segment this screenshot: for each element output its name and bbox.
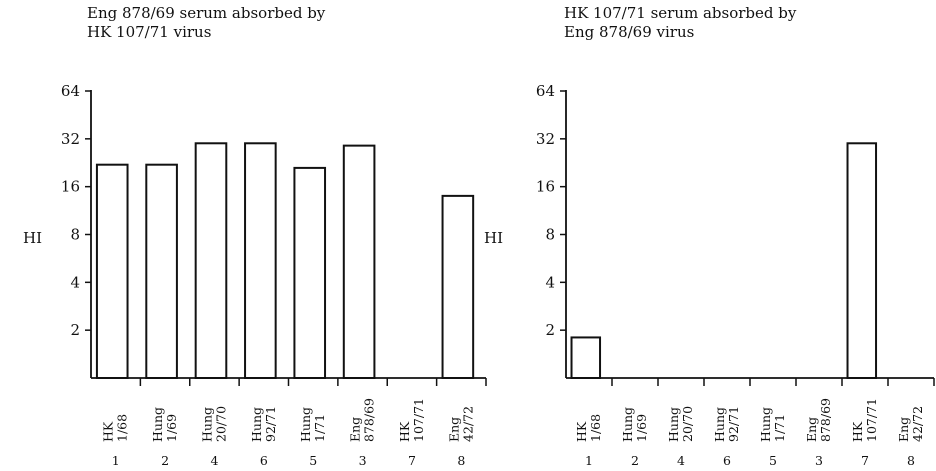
left-chart-category-label-line-1: Hung [249, 407, 264, 442]
right-chart-category-label-line-1: Hung [712, 407, 727, 442]
left-chart-category-label-line-1: Eng [446, 417, 461, 442]
left-chart-bar [95, 163, 129, 379]
left-chart-category-number: 7 [408, 453, 416, 468]
left-chart-category-number: 5 [309, 453, 317, 468]
left-chart-bar [342, 144, 376, 379]
right-chart-category-number: 3 [815, 453, 823, 468]
left-chart-category-label-line-1: Hung [150, 407, 165, 442]
left-chart-title-line-2: HK 107/71 virus [87, 23, 211, 41]
right-chart-category-number: 2 [631, 453, 639, 468]
left-chart-y-tick-label: 32 [61, 130, 80, 148]
right-chart-category-label-line-2: 1/69 [634, 414, 649, 442]
right-chart-category-label-line-2: 20/70 [680, 406, 695, 442]
left-chart-category-number: 4 [210, 453, 218, 468]
left-chart-category-label-line-2: 1/68 [115, 414, 130, 442]
left-chart-category-label-line-2: 1/71 [312, 414, 327, 442]
right-chart-category-label: HK 107/71 [850, 398, 879, 442]
left-chart-category-label-line-2: 1/69 [164, 414, 179, 442]
right-chart-bar [846, 142, 878, 379]
left-chart-category-label-line-2: 107/71 [411, 398, 426, 442]
left-chart-y-tick-label: 4 [70, 273, 80, 291]
right-chart-title-line-2: Eng 878/69 virus [564, 23, 694, 41]
right-chart-category-label-line-2: 878/69 [818, 398, 833, 442]
left-chart-bar [244, 142, 277, 379]
left-chart-category-label-line-2: 42/72 [460, 406, 475, 442]
right-chart-category-label-line-2: 107/71 [864, 398, 879, 442]
right-chart-category-label: Hung 1/69 [620, 407, 649, 442]
right-chart-y-tick-label: 4 [545, 273, 555, 291]
left-chart-bar [145, 163, 178, 379]
left-chart-category-number: 2 [161, 453, 169, 468]
left-chart-y-tick-label: 8 [70, 226, 80, 244]
right-chart-category-label-line-1: Hung [666, 407, 681, 442]
right-chart-category-label-line-2: 1/68 [588, 414, 603, 442]
left-chart-category-number: 1 [112, 453, 120, 468]
right-chart-category-number: 5 [769, 453, 777, 468]
left-chart-category-number: 8 [457, 453, 465, 468]
left-chart-y-tick-label: 64 [61, 82, 80, 100]
right-chart-category-label-line-1: Hung [758, 407, 773, 442]
left-chart-category-label: HK 107/71 [397, 398, 426, 442]
left-chart-bar [293, 166, 327, 379]
right-chart-y-axis-label: HI [484, 229, 503, 247]
left-chart-title-line-1: Eng 878/69 serum absorbed by [87, 4, 326, 22]
right-chart-panel: HK 107/71 serum absorbed by Eng 878/69 v… [484, 4, 935, 468]
right-chart-y-tick-label: 32 [536, 130, 555, 148]
right-chart-category-number: 4 [677, 453, 685, 468]
right-chart-category-label: Hung 1/71 [758, 407, 787, 442]
left-chart-category-label: Hung 92/71 [249, 406, 278, 442]
right-chart-y-tick-label: 8 [545, 226, 555, 244]
right-chart-category-label-line-1: Eng [896, 417, 911, 442]
right-chart-category-label-line-2: 92/71 [726, 406, 741, 442]
left-chart-category-label: Eng 878/69 [348, 398, 377, 442]
right-chart-y-tick-label: 64 [536, 82, 555, 100]
left-chart-category-label-line-1: Hung [199, 407, 214, 442]
left-chart-category-label-line-1: HK [397, 421, 412, 442]
right-chart-y-tick-label: 2 [545, 321, 555, 339]
right-chart-category-label: Eng 42/72 [896, 406, 925, 442]
right-chart-category-label: Eng 878/69 [804, 398, 833, 442]
left-chart-panel: Eng 878/69 serum absorbed by HK 107/71 v… [23, 4, 487, 468]
left-chart-bar [194, 142, 228, 379]
left-chart-category-label-line-1: Hung [298, 407, 313, 442]
right-chart-category-label: Hung 20/70 [666, 406, 695, 442]
left-chart-category-label-line-1: Eng [348, 417, 363, 442]
right-chart-category-label-line-1: HK [574, 421, 589, 442]
right-chart-category-label: HK 1/68 [574, 414, 603, 442]
right-chart-category-label-line-1: Hung [620, 407, 635, 442]
right-chart-category-number: 8 [907, 453, 915, 468]
right-chart-bar [570, 336, 602, 379]
left-chart-category-label-line-1: HK [101, 421, 116, 442]
right-chart-category-label: Hung 92/71 [712, 406, 741, 442]
right-chart-y-tick-label: 16 [536, 178, 555, 196]
left-chart-y-tick-label: 2 [70, 321, 80, 339]
left-chart-y-axis-label: HI [23, 229, 42, 247]
right-chart-category-label-line-1: HK [850, 421, 865, 442]
right-chart-category-number: 1 [585, 453, 593, 468]
left-chart-category-label: Hung 20/70 [199, 406, 228, 442]
left-chart-y-tick-label: 16 [61, 178, 80, 196]
right-chart-category-label-line-2: 1/71 [772, 414, 787, 442]
right-chart-category-label-line-1: Eng [804, 417, 819, 442]
left-chart-category-label: Hung 1/71 [298, 407, 327, 442]
left-chart-category-label: Eng 42/72 [446, 406, 475, 442]
left-chart-category-label: Hung 1/69 [150, 407, 179, 442]
left-chart-category-number: 3 [359, 453, 367, 468]
left-chart-category-label-line-2: 20/70 [213, 406, 228, 442]
right-chart-category-number: 7 [861, 453, 869, 468]
right-chart-category-number: 6 [723, 453, 731, 468]
left-chart-category-number: 6 [260, 453, 268, 468]
left-chart-bar [441, 194, 475, 379]
right-chart-title-line-1: HK 107/71 serum absorbed by [564, 4, 797, 22]
left-chart-category-label: HK 1/68 [101, 414, 130, 442]
left-chart-category-label-line-2: 92/71 [263, 406, 278, 442]
right-chart-category-label-line-2: 42/72 [910, 406, 925, 442]
left-chart-category-label-line-2: 878/69 [362, 398, 377, 442]
